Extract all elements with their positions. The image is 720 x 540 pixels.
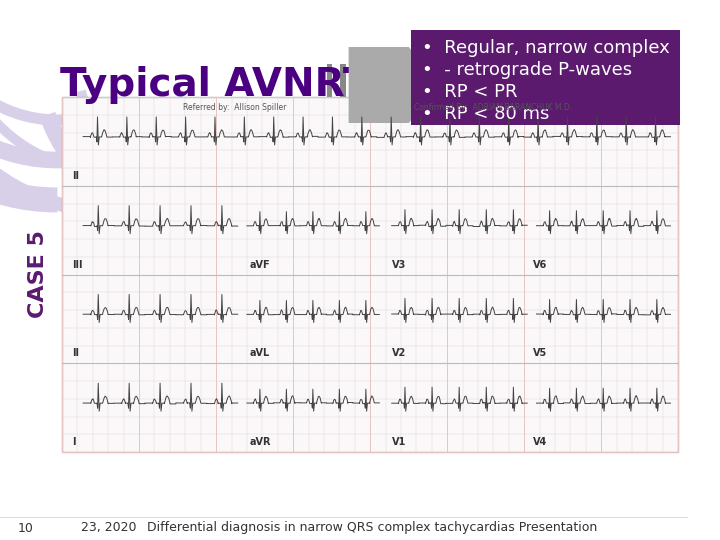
Text: V4: V4 [534,437,548,447]
Text: Differential diagnosis in narrow QRS complex tachycardias Presentation: Differential diagnosis in narrow QRS com… [148,522,598,535]
FancyBboxPatch shape [340,64,346,106]
Text: III: III [71,260,82,269]
Text: 23, 2020: 23, 2020 [81,522,137,535]
FancyBboxPatch shape [62,97,678,452]
Text: V2: V2 [392,348,406,358]
Text: 10: 10 [17,522,33,535]
Text: I: I [71,437,75,447]
Text: Referred by:  Allison Spiller: Referred by: Allison Spiller [183,103,287,112]
Text: •  RP < PR: • RP < PR [422,83,518,101]
Text: •  - retrograde P-waves: • - retrograde P-waves [422,61,632,79]
FancyBboxPatch shape [410,30,680,125]
Text: CASE 5: CASE 5 [28,231,48,319]
Polygon shape [348,47,439,123]
Text: II: II [71,171,78,181]
Text: V5: V5 [534,348,548,358]
Text: aVR: aVR [250,437,271,447]
Text: II: II [71,348,78,358]
Text: •  RP < 80 ms: • RP < 80 ms [422,105,549,123]
FancyBboxPatch shape [327,64,333,106]
Text: Typical AVNRT: Typical AVNRT [60,66,369,104]
Text: aVL: aVL [250,348,270,358]
Text: •  Regular, narrow complex: • Regular, narrow complex [422,39,670,57]
Text: V1: V1 [392,437,406,447]
Text: aVF: aVF [250,260,271,269]
Text: Confirmed By:  ADRIAN BARANCHUK M.D.: Confirmed By: ADRIAN BARANCHUK M.D. [414,103,572,112]
Text: V6: V6 [534,260,548,269]
Text: V3: V3 [392,260,406,269]
